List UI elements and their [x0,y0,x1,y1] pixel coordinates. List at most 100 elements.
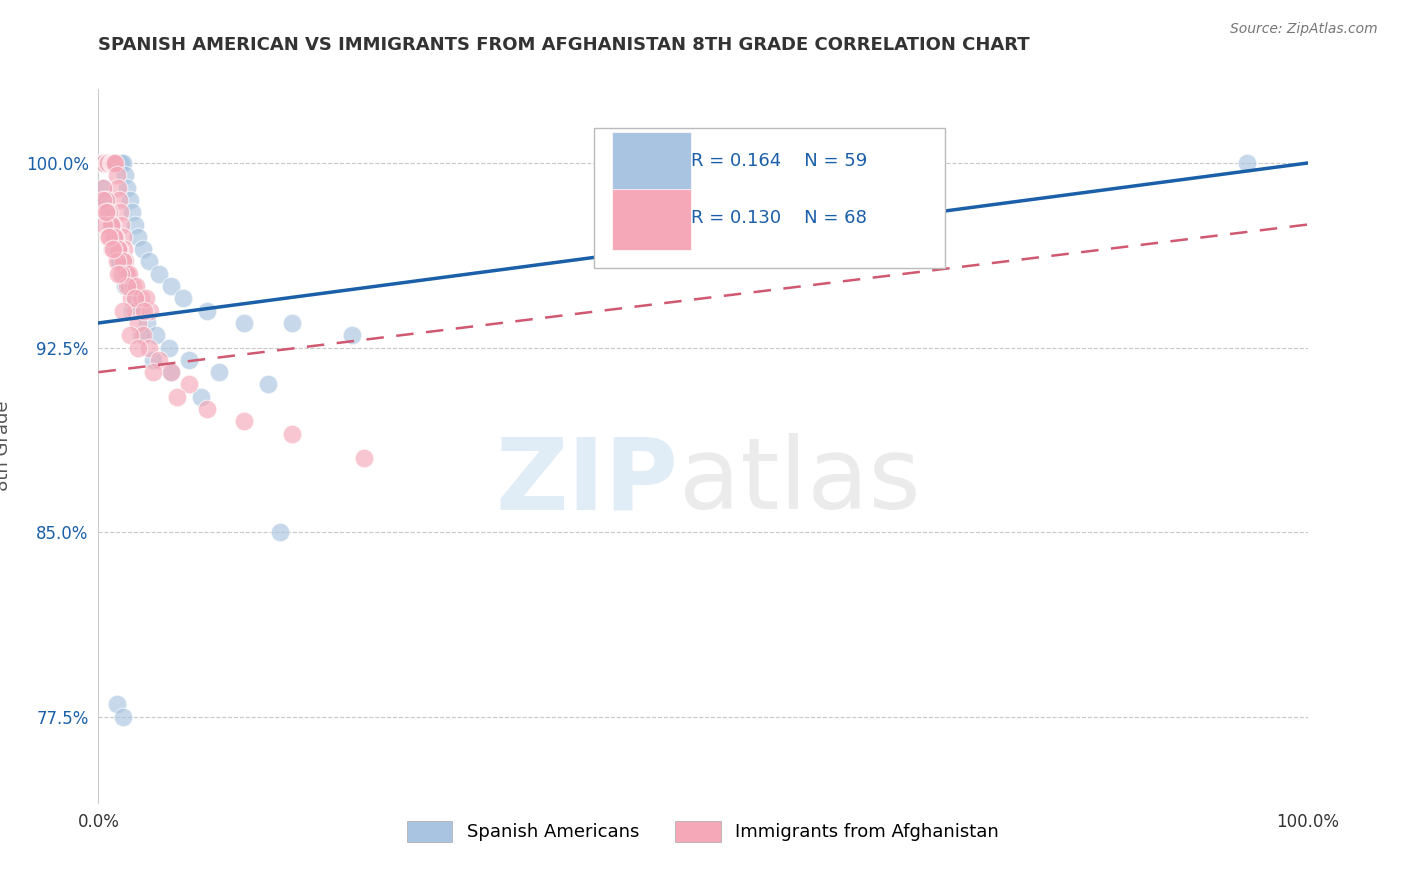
Point [107,156,129,170]
Point [103,230,125,244]
Point [98,156,121,170]
Point [100,156,122,170]
Point [135,291,157,305]
Point [107,242,129,256]
Point [110,267,132,281]
FancyBboxPatch shape [613,132,690,193]
Point [93,156,115,170]
Point [232,414,254,428]
Point [132,242,155,256]
Point [108,156,131,170]
Point [91,156,114,170]
Point [115,267,138,281]
Point [96,156,118,170]
Point [100,218,122,232]
Point [110,156,132,170]
Point [91,193,114,207]
Point [98,205,121,219]
Point [105,242,128,256]
Point [100,242,122,256]
Point [208,365,231,379]
Point [108,254,131,268]
Point [111,303,134,318]
Point [96,156,118,170]
Point [281,316,304,330]
Point [127,341,149,355]
Point [139,303,162,318]
Point [97,156,120,170]
Point [127,230,149,244]
Text: Source: ZipAtlas.com: Source: ZipAtlas.com [1230,22,1378,37]
Point [93,156,115,170]
Point [124,218,146,232]
Point [269,525,291,540]
Point [100,156,122,170]
Point [108,193,131,207]
Point [101,230,124,244]
Text: SPANISH AMERICAN VS IMMIGRANTS FROM AFGHANISTAN 8TH GRADE CORRELATION CHART: SPANISH AMERICAN VS IMMIGRANTS FROM AFGH… [98,36,1031,54]
Point [353,451,375,466]
Point [105,254,128,268]
Point [132,328,155,343]
Point [111,230,134,244]
Point [148,352,170,367]
Point [94,205,117,219]
Point [93,193,115,207]
Point [98,205,121,219]
Point [142,365,165,379]
Point [111,254,134,268]
Point [117,267,139,281]
Point [112,267,135,281]
Y-axis label: 8th Grade: 8th Grade [0,401,11,491]
Point [1236,156,1258,170]
Point [91,180,114,194]
Point [118,279,141,293]
Point [281,426,304,441]
Point [121,205,143,219]
Point [97,205,120,219]
Point [121,303,143,318]
Text: R = 0.164    N = 59: R = 0.164 N = 59 [690,152,868,169]
Point [114,169,136,183]
Point [100,156,122,170]
Text: atlas: atlas [679,434,921,530]
Point [127,316,149,330]
Point [101,242,124,256]
Point [112,242,135,256]
Point [129,291,152,305]
Point [91,156,114,170]
Point [97,230,120,244]
Point [100,218,122,232]
Point [100,156,122,170]
Point [195,303,218,318]
Point [135,316,157,330]
Point [107,180,129,194]
Point [124,303,146,318]
Point [256,377,278,392]
Point [157,341,180,355]
Point [93,218,115,232]
Point [108,242,131,256]
Point [94,193,117,207]
Point [195,402,218,417]
Point [145,328,167,343]
Text: R = 0.130    N = 68: R = 0.130 N = 68 [690,209,866,227]
Point [125,279,148,293]
Point [105,698,128,712]
Legend: Spanish Americans, Immigrants from Afghanistan: Spanish Americans, Immigrants from Afgha… [398,812,1008,851]
Point [103,156,125,170]
Point [105,169,128,183]
Point [110,218,132,232]
Point [166,390,188,404]
Point [108,156,131,170]
Point [118,328,141,343]
Point [103,156,125,170]
Point [114,279,136,293]
FancyBboxPatch shape [613,189,690,250]
Point [117,180,139,194]
Point [98,230,121,244]
Point [118,193,141,207]
Point [94,193,117,207]
Point [101,156,124,170]
Point [172,291,194,305]
